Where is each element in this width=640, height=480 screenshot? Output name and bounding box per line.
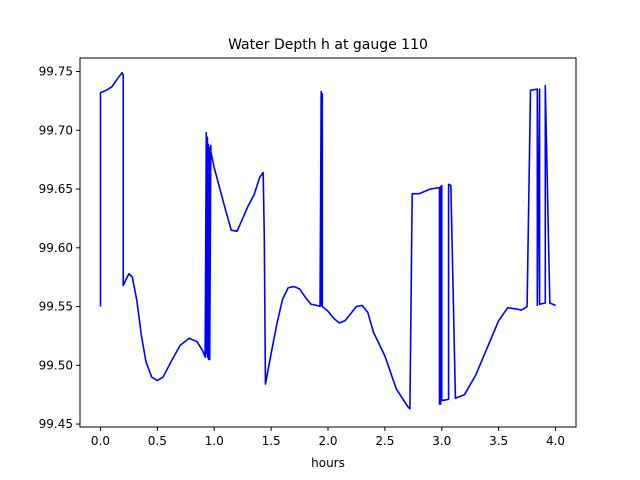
- x-tick-label: 0.0: [91, 434, 110, 448]
- y-tick-label: 99.65: [39, 182, 73, 196]
- y-tick-label: 99.70: [39, 123, 73, 137]
- x-tick-label: 1.0: [205, 434, 224, 448]
- x-tick-label: 3.0: [432, 434, 451, 448]
- y-tick-label: 99.45: [39, 417, 73, 431]
- water-depth-line: [99, 71, 556, 410]
- y-tick-label: 99.75: [39, 65, 73, 79]
- x-tick-label: 4.0: [546, 434, 565, 448]
- x-tick-label: 2.5: [375, 434, 394, 448]
- y-tick-label: 99.55: [39, 300, 73, 314]
- x-axis-label: hours: [311, 456, 345, 470]
- chart-title: Water Depth h at gauge 110: [228, 37, 428, 53]
- y-tick-label: 99.60: [39, 241, 73, 255]
- x-tick-label: 1.5: [262, 434, 281, 448]
- ticks-layer: 0.0 0.5 1.0 1.5 2.0 2.5 3.0 3.5 4.0 99.45 99.50 99.…: [39, 65, 565, 448]
- x-tick-label: 3.5: [489, 434, 508, 448]
- series-layer: [99, 71, 556, 410]
- x-tick-label: 0.5: [148, 434, 167, 448]
- y-tick-label: 99.50: [39, 358, 73, 372]
- x-tick-label: 2.0: [318, 434, 337, 448]
